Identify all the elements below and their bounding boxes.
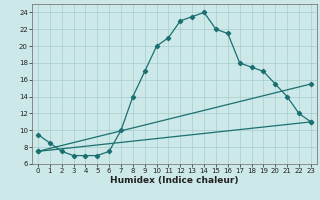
X-axis label: Humidex (Indice chaleur): Humidex (Indice chaleur): [110, 176, 239, 185]
